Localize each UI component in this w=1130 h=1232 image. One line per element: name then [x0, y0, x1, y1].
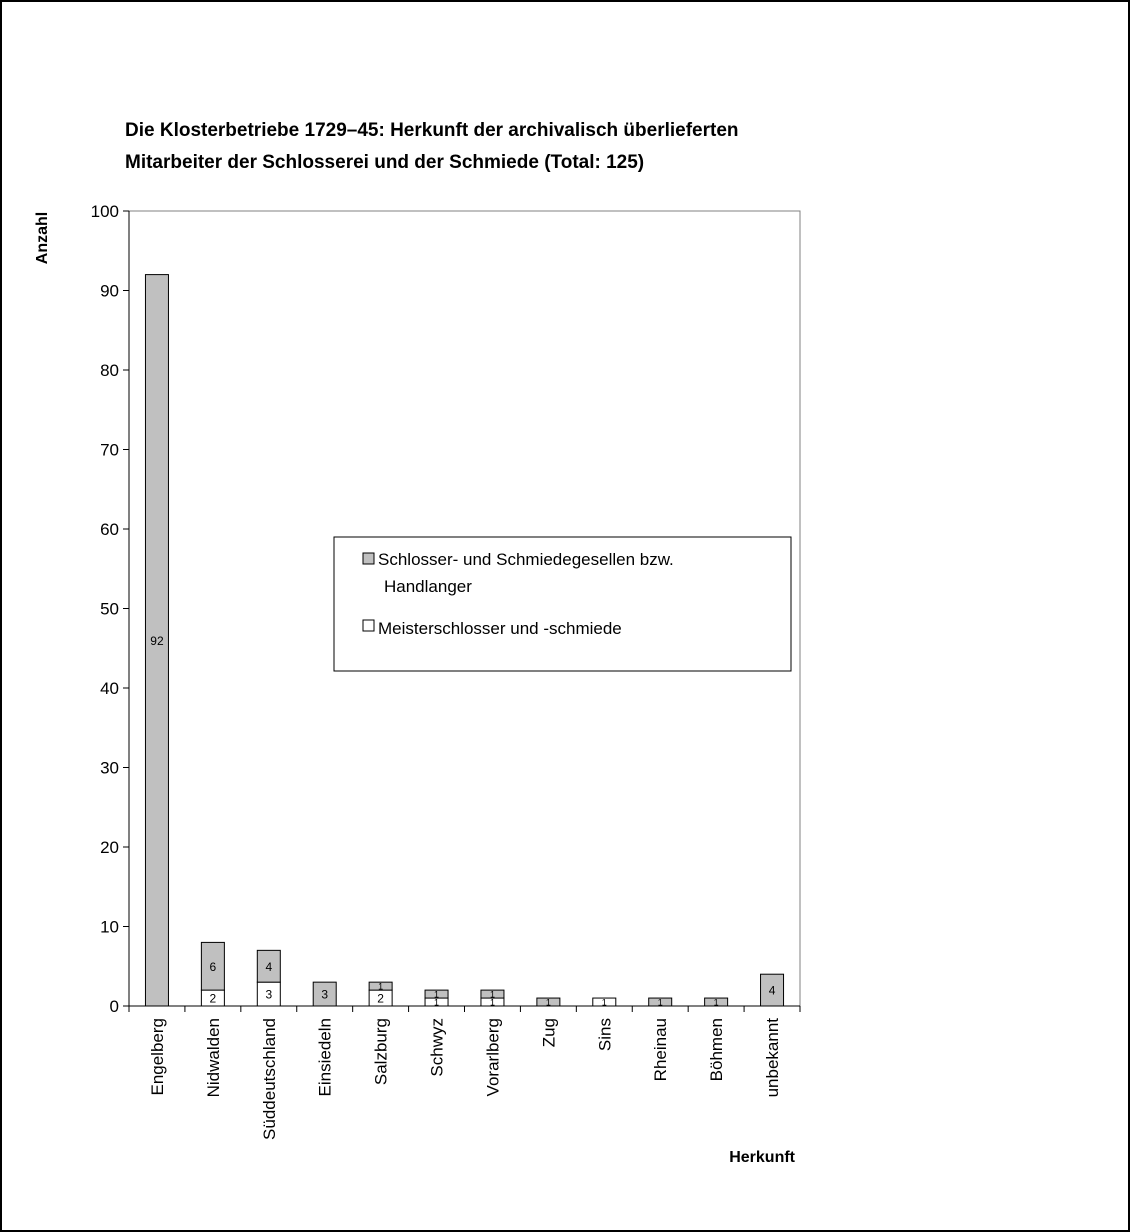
x-tick-label: Böhmen: [707, 1018, 726, 1081]
x-tick-label: Engelberg: [148, 1018, 167, 1096]
y-tick-label: 60: [100, 520, 119, 539]
legend: Schlosser- und Schmiedegesellen bzw. Han…: [333, 536, 792, 672]
x-tick-label: unbekannt: [763, 1018, 782, 1098]
x-tick-label: Nidwalden: [204, 1018, 223, 1097]
x-tick-label: Einsiedeln: [316, 1018, 335, 1096]
legend-box: [333, 536, 792, 672]
legend-swatch-gesellen: [362, 552, 375, 565]
y-tick-label: 90: [100, 282, 119, 301]
chart-title-line-2: Mitarbeiter der Schlosserei und der Schm…: [125, 152, 644, 173]
bar-value-label: 1: [658, 997, 663, 1007]
x-tick-label: Schwyz: [428, 1018, 447, 1077]
bar-value-label: 1: [602, 997, 607, 1007]
x-tick-label: Sins: [595, 1018, 614, 1051]
bar-segment: [368, 981, 393, 991]
bar-segment: [256, 949, 281, 983]
bar-segment: [424, 989, 449, 999]
y-tick-label: 100: [91, 202, 119, 221]
x-tick-label: Vorarlberg: [483, 1018, 502, 1096]
bar-value-label: 1: [490, 989, 495, 999]
x-tick-label: Süddeutschland: [260, 1018, 279, 1140]
y-tick-label: 40: [100, 679, 119, 698]
bar-value-label: 3: [321, 988, 328, 1002]
bar-value-label: 92: [150, 634, 164, 648]
bar-segment: [480, 989, 505, 999]
bar-value-label: 1: [714, 997, 719, 1007]
legend-swatch-meister: [362, 619, 375, 632]
bar-value-label: 1: [490, 997, 495, 1007]
y-axis-label: Anzahl: [34, 212, 51, 264]
chart-title-line-1: Die Klosterbetriebe 1729–45: Herkunft de…: [125, 120, 739, 141]
legend-label-gesellen-line-1: Schlosser- und Schmiedegesellen bzw.: [378, 550, 674, 569]
y-tick-label: 0: [110, 997, 119, 1016]
y-tick-label: 50: [100, 600, 119, 619]
bar-value-label: 2: [377, 992, 384, 1006]
y-tick-label: 20: [100, 838, 119, 857]
bar-value-label: 6: [210, 960, 217, 974]
legend-label-gesellen-line-2: Handlanger: [384, 577, 472, 596]
bar-value-label: 1: [434, 997, 439, 1007]
x-tick-label: Salzburg: [372, 1018, 391, 1085]
bar-value-label: 1: [546, 997, 551, 1007]
y-tick-label: 10: [100, 918, 119, 937]
y-tick-label: 30: [100, 759, 119, 778]
x-tick-label: Zug: [539, 1018, 558, 1047]
bar-value-label: 4: [769, 984, 776, 998]
legend-label-meister: Meisterschlosser und -schmiede: [378, 619, 622, 638]
y-tick-label: 80: [100, 361, 119, 380]
axes-group: 0 10 20 30 40 50 60 70 80 90 100 Engelberg Nidwalden…: [91, 202, 801, 1140]
bar-value-label: 1: [378, 982, 383, 992]
x-tick-label: Rheinau: [651, 1018, 670, 1081]
bar-value-label: 1: [434, 989, 439, 999]
bar-value-label: 2: [210, 992, 217, 1006]
x-axis-label: Herkunft: [729, 1149, 795, 1166]
bar-segment: [200, 941, 225, 991]
bar-value-label: 3: [265, 988, 272, 1002]
y-tick-label: 70: [100, 441, 119, 460]
bars-group: [144, 274, 785, 1007]
bar-value-label: 4: [265, 960, 272, 974]
